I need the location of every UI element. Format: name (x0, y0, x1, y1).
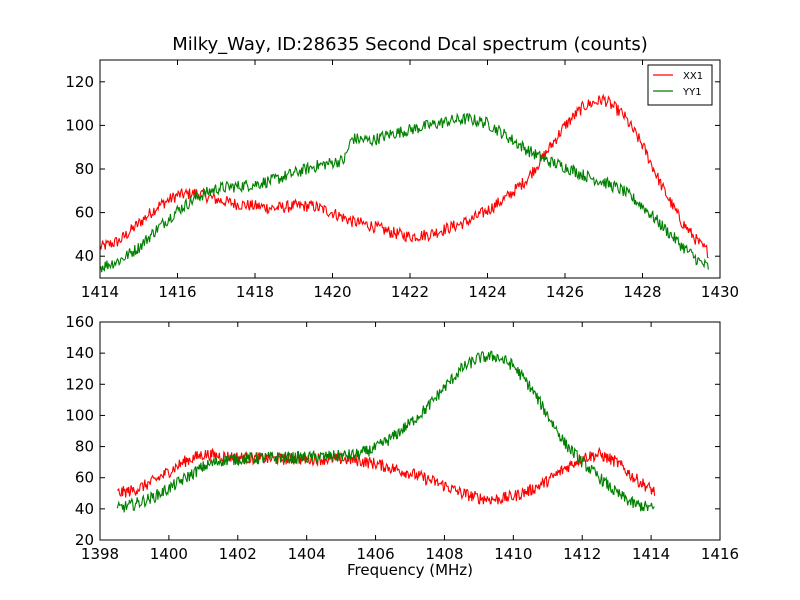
plot-area (100, 93, 709, 273)
y-tick-label: 140 (65, 344, 94, 362)
axes-frame (99, 321, 721, 541)
x-tick-label: 1430 (701, 283, 739, 301)
legend-label-yy1: YY1 (682, 87, 702, 98)
x-tick-label: 1428 (623, 283, 661, 301)
series-line-2-2 (116, 350, 655, 513)
y-tick-label: 60 (75, 469, 94, 487)
x-tick-label: 1418 (236, 283, 274, 301)
plot-area (116, 350, 656, 513)
y-tick-label: 120 (65, 73, 94, 91)
y-tick-label: 40 (75, 247, 94, 265)
y-tick-label: 20 (75, 531, 94, 549)
y-tick-label: 120 (65, 375, 94, 393)
series-line-yy1 (100, 112, 709, 273)
x-tick-label: 1422 (391, 283, 429, 301)
chart-panel-1: 1414 1416 1418 1420 1422 1424 1426 1428 1430 40 60… (65, 59, 739, 301)
y-tick-label: 40 (75, 500, 94, 518)
x-tick-label: 1412 (563, 545, 601, 563)
y-tick-label: 100 (65, 406, 94, 424)
x-tick-label: 1426 (546, 283, 584, 301)
x-tick-label: 1404 (288, 545, 326, 563)
series-line-2-1 (116, 446, 656, 505)
legend-label-xx1: XX1 (683, 71, 703, 82)
x-tick-label: 1416 (158, 283, 196, 301)
x-tick-label: 1408 (425, 545, 463, 563)
legend-box (647, 64, 713, 106)
x-tick-label: 1410 (494, 545, 532, 563)
y-tick-label: 100 (65, 116, 94, 134)
x-tick-label: 1398 (81, 545, 119, 563)
x-axis-label: Frequency (MHz) (346, 561, 474, 579)
x-tick-label: 1420 (313, 283, 351, 301)
x-tick-label: 1414 (632, 545, 670, 563)
x-tick-label: 1406 (356, 545, 394, 563)
x-tick-label: 1414 (81, 283, 119, 301)
x-tick-label: 1424 (468, 283, 506, 301)
x-tick-label: 1416 (701, 545, 739, 563)
x-tick-label: 1400 (150, 545, 188, 563)
axes-frame (99, 59, 721, 279)
x-tick-label: 1402 (219, 545, 257, 563)
y-tick-label: 80 (75, 438, 94, 456)
chart-title: Milky_Way, ID:28635 Second Dcal spectrum… (172, 34, 648, 55)
series-line-xx1 (100, 93, 709, 259)
y-tick-label: 80 (75, 160, 94, 178)
chart-panel-2: 1398 1400 1402 1404 1406 1408 1410 1412 1414 1416… (65, 313, 739, 563)
y-tick-label: 60 (75, 204, 94, 222)
y-tick-label: 160 (65, 313, 94, 331)
